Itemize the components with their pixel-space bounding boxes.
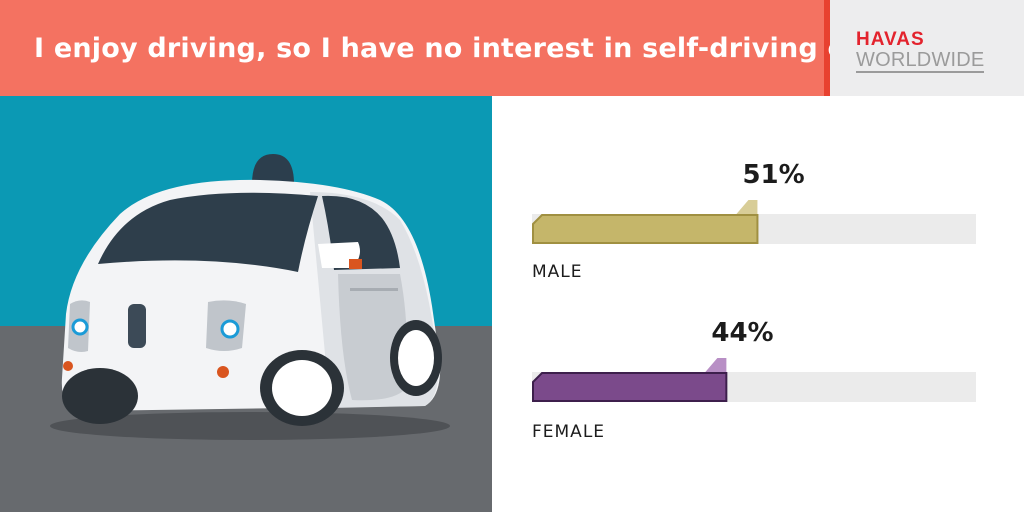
category-label-male: MALE: [532, 262, 583, 282]
chart-title: I enjoy driving, so I have no interest i…: [34, 32, 892, 64]
self-driving-car-illustration: [0, 96, 492, 512]
bar-female: [532, 358, 728, 402]
bar-male-tab: [736, 200, 758, 214]
category-label-female: FEMALE: [532, 422, 606, 442]
bar-male-fill: [532, 214, 759, 244]
value-label-male: 51%: [742, 160, 805, 190]
logo-line2: WORLDWIDE: [856, 49, 985, 73]
bar-male: [532, 200, 759, 244]
header-banner: I enjoy driving, so I have no interest i…: [0, 0, 892, 96]
havas-logo: HAVAS WORLDWIDE: [830, 0, 1024, 96]
logo-line1: HAVAS: [856, 29, 925, 50]
value-label-female: 44%: [711, 318, 774, 348]
bar-female-fill: [532, 372, 728, 402]
bar-female-tab: [705, 358, 727, 372]
